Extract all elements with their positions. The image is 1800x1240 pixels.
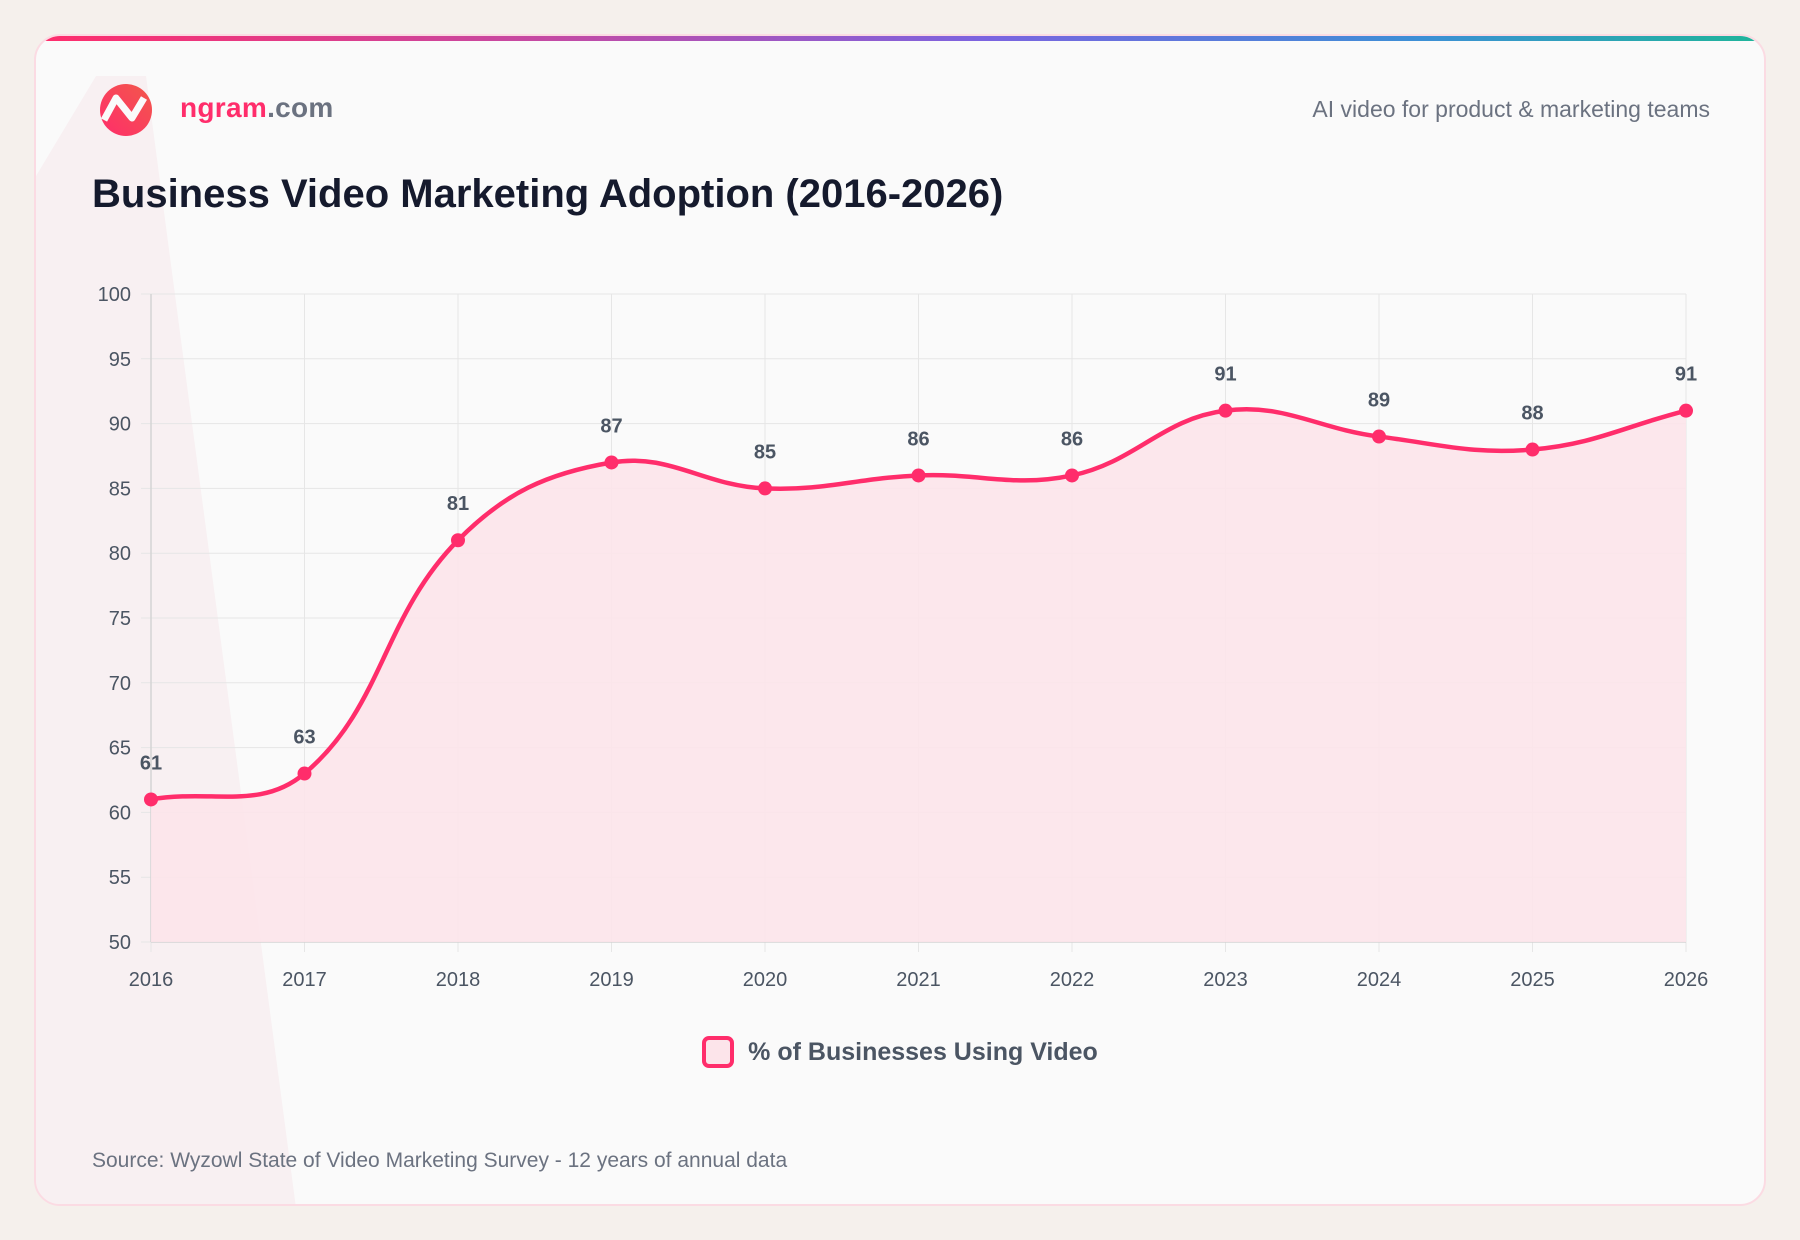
chart-card: ngram.com AI video for product & marketi… [34, 34, 1766, 1206]
x-tick-label: 2024 [1357, 969, 1402, 991]
x-tick-label: 2019 [589, 969, 634, 991]
data-point [297, 766, 312, 781]
y-tick-label: 60 [109, 802, 131, 824]
brand-name: ngram.com [180, 92, 334, 124]
ngram-logo-icon [100, 84, 152, 136]
data-point [1218, 403, 1233, 418]
data-label: 86 [1061, 428, 1083, 450]
source-note: Source: Wyzowl State of Video Marketing … [92, 1149, 788, 1172]
data-point [1065, 468, 1079, 483]
x-tick-label: 2026 [1664, 969, 1709, 991]
data-point [1372, 429, 1386, 444]
data-label: 86 [907, 428, 929, 450]
y-tick-label: 75 [109, 608, 131, 630]
x-tick-label: 2018 [436, 969, 481, 991]
y-tick-label: 100 [98, 284, 131, 306]
tagline: AI video for product & marketing teams [1312, 96, 1710, 122]
legend[interactable]: % of Businesses Using Video [36, 1036, 1764, 1068]
brand-name-text: ngram [180, 92, 268, 123]
data-label: 63 [293, 727, 315, 749]
legend-label[interactable]: % of Businesses Using Video [748, 1037, 1098, 1066]
y-tick-label: 90 [109, 414, 131, 436]
data-point [451, 533, 465, 548]
area-fill [151, 409, 1686, 942]
data-point [758, 481, 772, 496]
y-tick-label: 80 [109, 543, 131, 565]
line-chart: 50 55 60 65 70 75 80 85 90 95 100 2016 2017 2018 2019 2… [98, 284, 1709, 991]
data-point [1525, 442, 1540, 457]
data-label: 87 [600, 415, 622, 437]
chart-title: Business Video Marketing Adoption (2016-… [92, 172, 1004, 216]
x-tick-label: 2025 [1510, 969, 1555, 991]
data-label: 88 [1521, 403, 1543, 425]
data-point [1679, 403, 1693, 418]
gradient-top-bar [36, 36, 1764, 41]
y-tick-label: 70 [109, 673, 131, 695]
data-label: 61 [140, 752, 162, 774]
x-tick-label: 2020 [743, 969, 788, 991]
data-point [911, 468, 926, 483]
y-tick-label: 55 [109, 867, 131, 889]
data-label: 81 [447, 493, 469, 515]
data-label: 91 [1675, 364, 1697, 386]
series-line [150, 407, 1687, 802]
data-label: 91 [1214, 364, 1236, 386]
data-label: 85 [754, 441, 776, 463]
x-tick-label: 2021 [896, 969, 941, 991]
brand-domain-text: .com [267, 92, 334, 123]
y-tick-label: 85 [109, 478, 131, 500]
x-tick-label: 2023 [1203, 969, 1248, 991]
x-tick-label: 2017 [282, 969, 327, 991]
legend-swatch[interactable] [702, 1036, 735, 1068]
x-tick-label: 2022 [1050, 969, 1095, 991]
x-tick-label: 2016 [129, 969, 174, 991]
data-label: 89 [1368, 390, 1390, 412]
y-tick-label: 50 [109, 932, 131, 954]
y-tick-label: 95 [109, 349, 131, 371]
y-tick-label: 65 [109, 738, 131, 760]
data-point [144, 792, 158, 807]
data-point [604, 455, 619, 470]
